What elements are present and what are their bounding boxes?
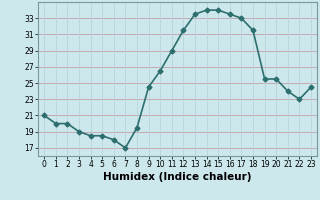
X-axis label: Humidex (Indice chaleur): Humidex (Indice chaleur) [103,172,252,182]
